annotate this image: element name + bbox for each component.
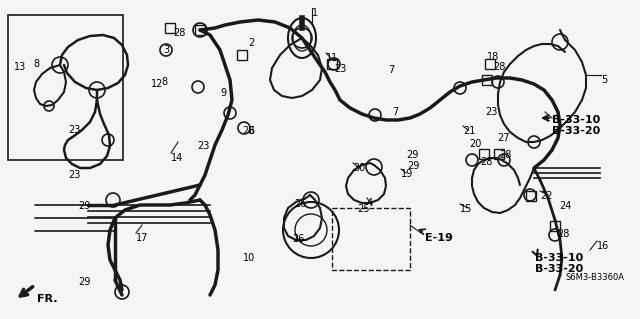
- Text: 6: 6: [248, 126, 254, 136]
- Text: 17: 17: [136, 233, 148, 243]
- Text: E-19: E-19: [425, 233, 453, 243]
- Text: 3: 3: [163, 45, 169, 55]
- Bar: [165, 23, 175, 33]
- Text: 23: 23: [68, 125, 81, 135]
- Text: B-33-10: B-33-10: [552, 115, 600, 125]
- Text: 4: 4: [367, 198, 373, 208]
- Text: 28: 28: [499, 150, 511, 160]
- Text: 15: 15: [460, 204, 472, 214]
- Text: 29: 29: [407, 161, 419, 171]
- Text: 21: 21: [463, 126, 476, 136]
- Text: 30: 30: [353, 163, 365, 173]
- Bar: [332, 208, 410, 270]
- Text: 25: 25: [357, 204, 369, 214]
- Text: 22: 22: [540, 191, 552, 201]
- Text: 19: 19: [401, 169, 413, 179]
- Bar: [8, 15, 123, 160]
- Text: FR.: FR.: [37, 294, 58, 304]
- Text: S6M3-B3360A: S6M3-B3360A: [565, 273, 624, 282]
- Text: 23: 23: [485, 107, 497, 117]
- Text: 8: 8: [161, 77, 167, 87]
- Bar: [237, 50, 247, 60]
- Text: 2: 2: [248, 38, 254, 48]
- Bar: [550, 221, 560, 231]
- Text: 23: 23: [68, 170, 81, 180]
- Text: 28: 28: [173, 28, 186, 38]
- Text: 1: 1: [312, 8, 318, 18]
- Text: 28: 28: [493, 62, 506, 72]
- Text: B-33-20: B-33-20: [552, 126, 600, 136]
- Text: 7: 7: [388, 65, 394, 75]
- Text: 16: 16: [597, 241, 609, 251]
- Text: 23: 23: [197, 141, 209, 151]
- Text: 28: 28: [557, 229, 570, 239]
- Text: 5: 5: [601, 75, 607, 85]
- Text: 18: 18: [487, 52, 499, 62]
- Text: 26: 26: [292, 234, 305, 244]
- Bar: [485, 59, 495, 69]
- Text: B-33-20: B-33-20: [535, 264, 583, 274]
- Text: 12: 12: [151, 79, 163, 89]
- Text: B-33-10: B-33-10: [535, 253, 583, 263]
- Text: 24: 24: [559, 201, 572, 211]
- Text: 9: 9: [220, 88, 226, 98]
- Bar: [482, 75, 492, 85]
- Bar: [526, 191, 536, 201]
- Text: 28: 28: [480, 157, 492, 167]
- Text: 26: 26: [294, 199, 307, 209]
- Text: 29: 29: [406, 150, 419, 160]
- Bar: [327, 59, 337, 69]
- Text: 27: 27: [497, 133, 509, 143]
- Text: 8: 8: [33, 59, 39, 69]
- Text: 11: 11: [326, 53, 339, 63]
- Bar: [195, 25, 205, 35]
- Text: 14: 14: [171, 153, 183, 163]
- Text: 29: 29: [78, 201, 90, 211]
- Text: 10: 10: [243, 253, 255, 263]
- Bar: [494, 149, 504, 159]
- Text: 23: 23: [334, 64, 346, 74]
- Bar: [479, 149, 489, 159]
- Text: 20: 20: [469, 139, 481, 149]
- Text: 13: 13: [14, 62, 26, 72]
- Text: 7: 7: [392, 107, 398, 117]
- Text: 28: 28: [242, 126, 254, 136]
- Text: 29: 29: [78, 277, 90, 287]
